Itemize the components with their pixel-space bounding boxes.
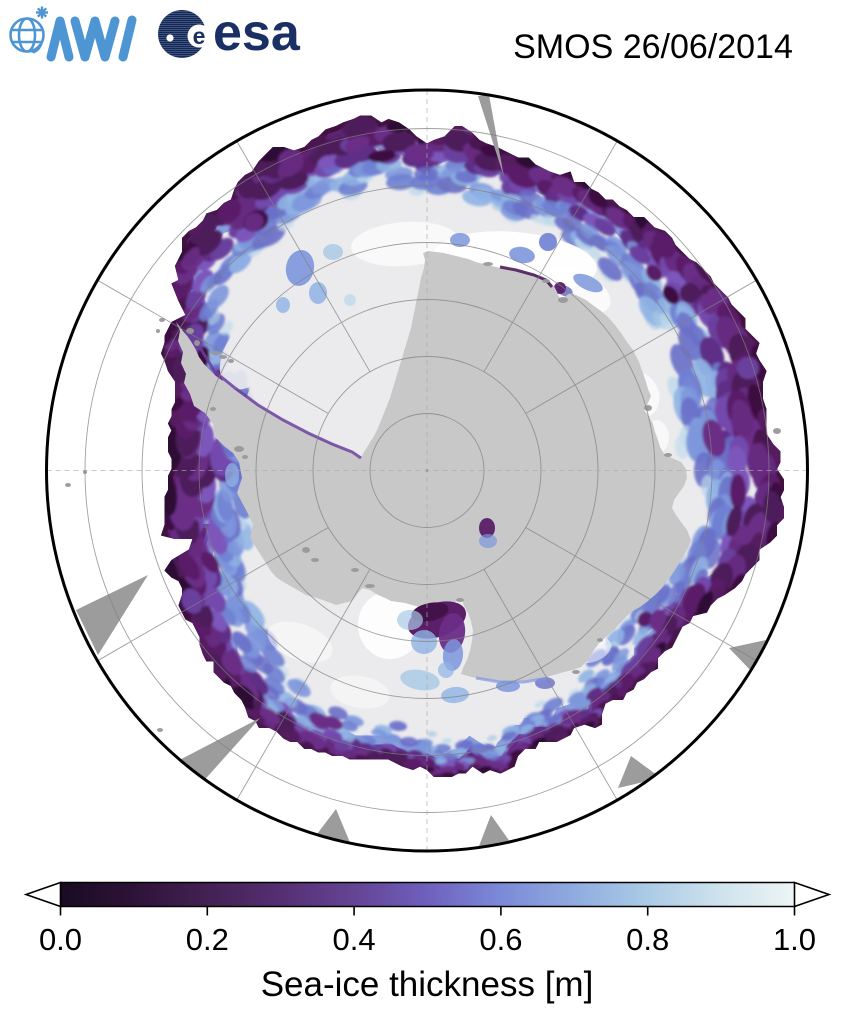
svg-text:SMOS 26/06/2014: SMOS 26/06/2014: [513, 28, 793, 66]
svg-text:0.2: 0.2: [186, 922, 229, 957]
svg-text:e: e: [193, 23, 206, 49]
svg-text:1.0: 1.0: [773, 922, 816, 957]
svg-text:0.6: 0.6: [479, 922, 522, 957]
svg-text:0.4: 0.4: [333, 922, 376, 957]
svg-text:Sea-ice thickness [m]: Sea-ice thickness [m]: [261, 965, 594, 1004]
svg-text:esa: esa: [213, 4, 301, 62]
svg-text:0.8: 0.8: [626, 922, 669, 957]
svg-text:0.0: 0.0: [39, 922, 82, 957]
